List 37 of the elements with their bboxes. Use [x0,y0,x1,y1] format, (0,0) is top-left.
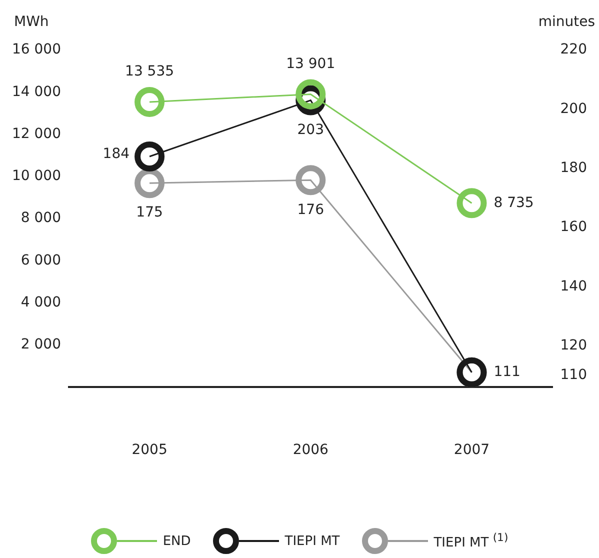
x-tick-label: 2007 [454,442,490,458]
y2-tick-label: 110 [560,367,588,384]
y-tick-label: 2 000 [20,336,61,353]
legend-label: TIEPI MT $^{(1)}$ [434,531,508,551]
point [134,141,165,172]
data-label: 176 [297,202,324,218]
point [134,86,165,117]
data-label: 13 901 [286,56,336,72]
y-tick-label: 16 000 [12,42,61,58]
point [296,79,326,110]
y2-axis-title: minutes [538,14,595,30]
point [456,188,487,218]
y2-tick-label: 180 [560,160,588,176]
y2-tick-label: 120 [560,337,588,354]
x-tick-label: 2005 [132,442,168,458]
x-tick-label: 2006 [292,442,329,458]
y-tick-label: 12 000 [12,126,61,142]
data-label: 175 [136,204,163,221]
legend-label: TIEPI MT [284,534,340,548]
y-axis-title: MWh [14,14,49,30]
data-label: 13 535 [125,64,174,80]
y2-tick-label: 200 [560,100,588,117]
y2-tick-label: 160 [560,219,588,236]
data-label: 203 [297,122,324,138]
point [134,168,165,198]
y-tick-label: 8 000 [20,210,61,226]
legend-label: END [162,534,191,548]
data-label: 8 735 [494,194,534,211]
data-label: 184 [102,146,130,162]
y-tick-label: 6 000 [20,252,61,268]
data-label: 111 [494,364,520,380]
y2-tick-label: 220 [560,42,588,58]
y-tick-label: 4 000 [20,294,61,311]
y2-tick-label: 140 [560,278,588,294]
y-tick-label: 14 000 [12,84,61,100]
y-tick-label: 10 000 [12,168,61,184]
point [296,165,326,196]
